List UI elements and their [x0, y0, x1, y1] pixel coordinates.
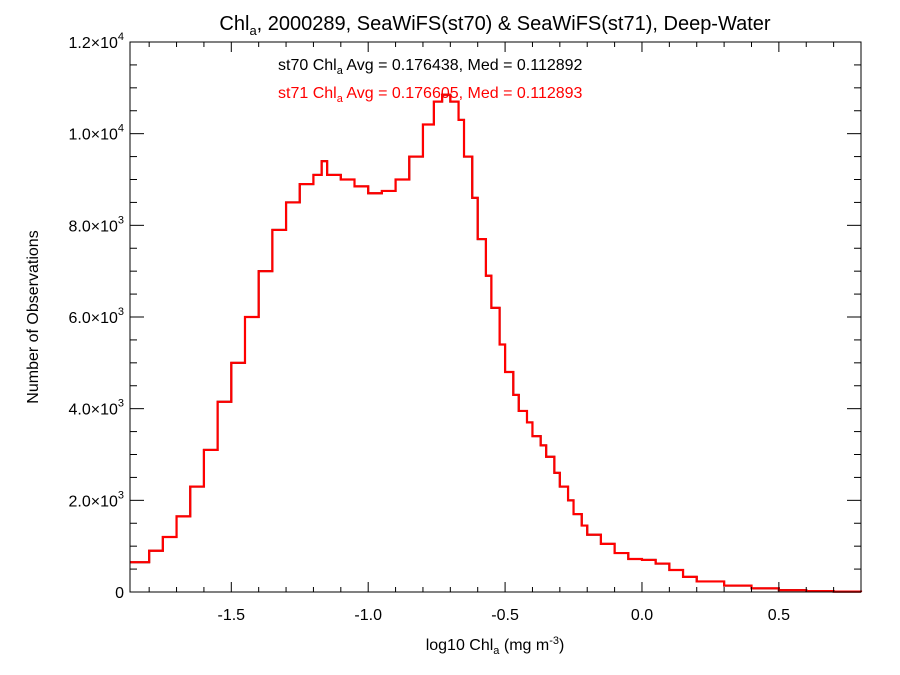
- y-tick-label-1: 2.0×103: [68, 489, 124, 510]
- x-tick-label-0: -1.5: [218, 607, 246, 624]
- y-tick-label-4: 8.0×103: [68, 214, 124, 235]
- chart-title: Chla, 2000289, SeaWiFS(st70) & SeaWiFS(s…: [219, 13, 770, 38]
- y-tick-label-2: 4.0×103: [68, 398, 124, 419]
- plot-frame: [129, 41, 862, 593]
- x-tick-label-3: 0.0: [631, 607, 653, 624]
- x-axis-label: log10 Chla (mg m-3): [426, 635, 565, 657]
- y-tick-label-5: 1.0×104: [68, 123, 124, 144]
- series-line-st71: [130, 93, 863, 593]
- y-tick-label-6: 1.2×104: [68, 31, 124, 52]
- x-tick-label-1: -1.0: [354, 607, 382, 624]
- x-tick-label-4: 0.5: [768, 607, 790, 624]
- annotation-st70: st70 Chla Avg = 0.176438, Med = 0.112892: [278, 57, 583, 77]
- x-tick-label-2: -0.5: [491, 607, 519, 624]
- annotation-st71: st71 Chla Avg = 0.176605, Med = 0.112893: [278, 85, 583, 105]
- series-line-st70: [130, 93, 862, 593]
- y-tick-label-3: 6.0×103: [68, 306, 124, 327]
- y-axis-label: Number of Observations: [25, 230, 42, 403]
- y-tick-label-0: 0: [115, 585, 124, 602]
